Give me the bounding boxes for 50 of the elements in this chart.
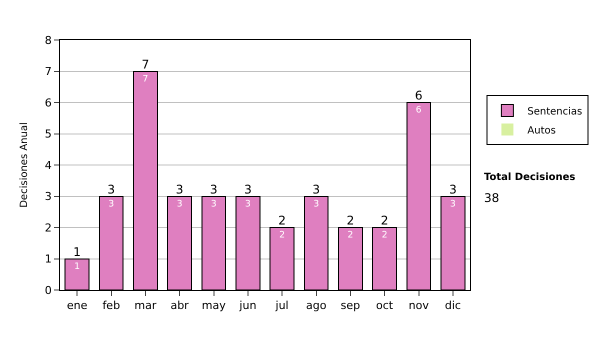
data-label: 6 xyxy=(416,106,422,116)
x-tick-label: mar xyxy=(134,299,157,312)
legend-label: Autos xyxy=(527,125,556,136)
x-tick-label: nov xyxy=(408,299,430,312)
y-tick-label: 3 xyxy=(44,190,52,204)
y-tick-label: 0 xyxy=(44,284,52,297)
data-label: 2 xyxy=(279,230,285,240)
total-label: 3 xyxy=(312,182,320,196)
x-tick-label: sep xyxy=(340,299,360,312)
total-label: 3 xyxy=(176,182,184,196)
x-tick-label: abr xyxy=(170,299,190,312)
y-tick-label: 4 xyxy=(44,158,52,172)
data-label: 2 xyxy=(382,230,388,240)
y-tick-label: 5 xyxy=(44,128,52,141)
total-label: 3 xyxy=(210,182,218,196)
legend-label: Sentencias xyxy=(527,106,582,118)
x-tick-label: jul xyxy=(274,299,289,312)
x-tick-label: oct xyxy=(376,299,394,312)
y-tick-label: 2 xyxy=(44,221,52,234)
x-tick-label: feb xyxy=(102,299,120,312)
data-label: 1 xyxy=(74,262,80,272)
total-label: 3 xyxy=(244,182,252,196)
total-label: 3 xyxy=(449,182,457,196)
total-label: 2 xyxy=(380,214,388,228)
total-label: 1 xyxy=(73,244,81,259)
data-label: 3 xyxy=(176,199,182,210)
total-label: 2 xyxy=(278,214,286,228)
total-label: 3 xyxy=(107,182,116,196)
data-label: 3 xyxy=(210,199,217,210)
data-label: 3 xyxy=(108,199,114,210)
data-label: 3 xyxy=(313,199,320,210)
total-label: 2 xyxy=(346,214,354,228)
data-label: 7 xyxy=(142,74,148,84)
y-tick-label: 6 xyxy=(44,96,52,110)
total-label: 7 xyxy=(142,57,150,72)
data-label: 2 xyxy=(348,230,354,240)
y-tick-label: 1 xyxy=(44,252,52,266)
x-tick-label: jun xyxy=(238,299,256,312)
y-tick-label: 8 xyxy=(44,34,52,47)
x-tick-label: ago xyxy=(306,299,327,312)
x-tick-label: ene xyxy=(66,299,88,312)
y-axis-title: Decisiones Anual xyxy=(18,122,30,208)
total-label: 6 xyxy=(414,88,423,102)
data-label: 3 xyxy=(245,199,251,210)
y-tick-label: 7 xyxy=(44,65,52,78)
text: Total Decisiones xyxy=(484,172,576,183)
data-label: 3 xyxy=(450,199,456,210)
text: 38 xyxy=(484,191,500,205)
x-tick-label: may xyxy=(202,299,226,312)
x-tick-label: dic xyxy=(444,299,461,312)
